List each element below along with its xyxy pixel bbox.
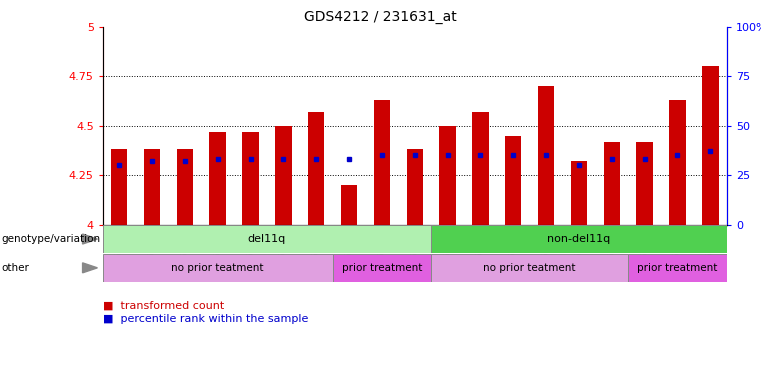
Text: prior treatment: prior treatment [342, 263, 422, 273]
Bar [374, 100, 390, 225]
Bar [308, 112, 324, 225]
Bar [636, 142, 653, 225]
Bar [538, 86, 554, 225]
Bar [473, 112, 489, 225]
Text: no prior teatment: no prior teatment [483, 263, 576, 273]
Text: GDS4212 / 231631_at: GDS4212 / 231631_at [304, 10, 457, 23]
Bar [103, 254, 333, 282]
Bar [603, 142, 620, 225]
Bar [333, 254, 431, 282]
Bar [702, 66, 718, 225]
Text: other: other [2, 263, 30, 273]
Bar [144, 149, 161, 225]
Polygon shape [82, 263, 97, 273]
Bar [177, 149, 193, 225]
Text: non-del11q: non-del11q [547, 234, 610, 244]
Bar [505, 136, 521, 225]
Text: genotype/variation: genotype/variation [2, 234, 100, 244]
Bar [669, 100, 686, 225]
Bar [431, 225, 727, 253]
Bar [209, 132, 226, 225]
Text: prior treatment: prior treatment [637, 263, 718, 273]
Bar [406, 149, 423, 225]
Polygon shape [82, 234, 97, 244]
Bar [341, 185, 357, 225]
Text: ■  percentile rank within the sample: ■ percentile rank within the sample [103, 314, 308, 324]
Text: no prior teatment: no prior teatment [171, 263, 264, 273]
Bar [431, 254, 629, 282]
Bar [275, 126, 291, 225]
Bar [439, 126, 456, 225]
Bar [111, 149, 127, 225]
Bar [103, 225, 431, 253]
Text: ■  transformed count: ■ transformed count [103, 300, 224, 310]
Text: del11q: del11q [248, 234, 286, 244]
Bar [571, 161, 587, 225]
Bar [242, 132, 259, 225]
Bar [629, 254, 727, 282]
